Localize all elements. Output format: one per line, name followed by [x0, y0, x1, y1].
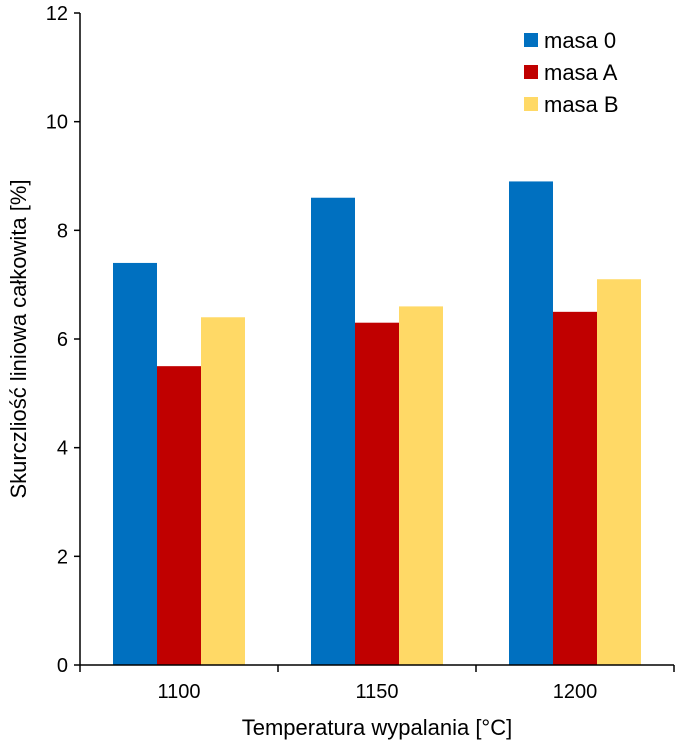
bar-masa-0-1100 [113, 262, 157, 665]
bar-masa-b-1100 [201, 317, 245, 665]
y-tick-label: 10 [46, 112, 68, 134]
x-tick-label: 1150 [355, 681, 398, 703]
y-tick-label: 4 [57, 438, 68, 460]
x-axis-title: Temperatura wypalania [°C] [242, 715, 512, 740]
x-axis-ticks: 1100 1150 1200 [79, 665, 675, 703]
legend: masa 0 masa A masa B [524, 28, 619, 117]
x-tick-label: 1200 [553, 681, 598, 703]
y-axis-title: Skurczliość liniowa całkowita [%] [6, 179, 31, 498]
legend-label: masa B [544, 92, 619, 117]
bar-masa-0-1200 [509, 181, 553, 665]
y-axis-ticks: 0 2 4 6 8 10 12 [46, 3, 80, 677]
bar-masa-b-1200 [597, 279, 641, 665]
y-tick-label: 6 [57, 329, 68, 351]
bar-masa-a-1150 [355, 322, 399, 665]
y-tick-label: 12 [46, 3, 68, 25]
y-tick-label: 2 [57, 546, 68, 568]
legend-swatch [524, 97, 538, 111]
legend-label: masa 0 [544, 28, 616, 53]
y-tick-label: 8 [57, 220, 68, 242]
legend-swatch [524, 33, 538, 47]
legend-swatch [524, 65, 538, 79]
y-tick-label: 0 [57, 655, 68, 677]
bar-masa-0-1150 [311, 197, 355, 665]
bar-masa-a-1100 [157, 366, 201, 665]
x-tick-label: 1100 [157, 681, 200, 703]
bar-masa-b-1150 [399, 306, 443, 665]
legend-label: masa A [544, 60, 618, 85]
bar-masa-a-1200 [553, 311, 597, 665]
bars [113, 181, 641, 665]
